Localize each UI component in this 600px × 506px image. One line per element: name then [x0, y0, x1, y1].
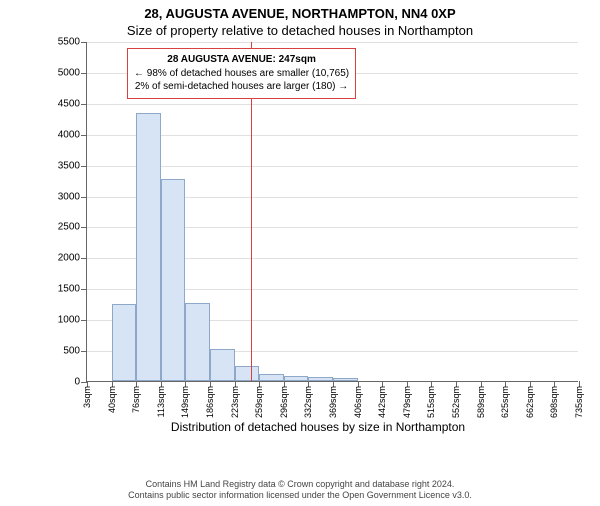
info-title: 28 AUGUSTA AVENUE: 247sqm — [134, 53, 349, 67]
gridline — [87, 42, 578, 43]
histogram-bar — [284, 376, 308, 381]
histogram-bar — [210, 349, 235, 381]
page-title: 28, AUGUSTA AVENUE, NORTHAMPTON, NN4 0XP — [0, 6, 600, 21]
x-tick-label: 552sqm — [451, 386, 461, 418]
y-tick-label: 3500 — [58, 160, 80, 171]
x-axis-label: Distribution of detached houses by size … — [58, 420, 578, 434]
x-tick-label: 223sqm — [230, 386, 240, 418]
histogram-bar — [235, 366, 259, 381]
y-tick — [81, 73, 87, 74]
y-tick — [81, 197, 87, 198]
info-smaller: ← 98% of detached houses are smaller (10… — [134, 67, 349, 81]
y-tick-label: 4500 — [58, 98, 80, 109]
gridline — [87, 104, 578, 105]
chart-container: Number of detached properties 0500100015… — [58, 42, 578, 412]
x-tick-label: 479sqm — [402, 386, 412, 418]
x-tick-label: 698sqm — [549, 386, 559, 418]
y-tick — [81, 289, 87, 290]
plot-area: 0500100015002000250030003500400045005000… — [86, 42, 578, 382]
footer-attribution: Contains HM Land Registry data © Crown c… — [0, 479, 600, 502]
x-tick-label: 76sqm — [131, 386, 141, 413]
x-tick-label: 625sqm — [500, 386, 510, 418]
x-tick-label: 296sqm — [279, 386, 289, 418]
y-tick-label: 3000 — [58, 191, 80, 202]
y-tick-label: 4000 — [58, 129, 80, 140]
info-callout: 28 AUGUSTA AVENUE: 247sqm ← 98% of detac… — [127, 48, 356, 99]
x-tick-label: 662sqm — [525, 386, 535, 418]
x-tick-label: 259sqm — [254, 386, 264, 418]
y-tick — [81, 258, 87, 259]
y-tick-label: 0 — [74, 377, 80, 388]
histogram-bar — [136, 113, 161, 381]
y-tick — [81, 351, 87, 352]
y-tick-label: 500 — [63, 346, 80, 357]
histogram-bar — [112, 304, 136, 381]
histogram-bar — [161, 179, 185, 381]
y-tick-label: 2000 — [58, 253, 80, 264]
x-tick-label: 515sqm — [426, 386, 436, 418]
x-tick-label: 186sqm — [205, 386, 215, 418]
y-tick — [81, 42, 87, 43]
x-tick-label: 40sqm — [107, 386, 117, 413]
info-larger: 2% of semi-detached houses are larger (1… — [134, 80, 349, 94]
histogram-bar — [185, 303, 210, 381]
x-tick-label: 406sqm — [353, 386, 363, 418]
y-tick-label: 5500 — [58, 37, 80, 48]
x-tick-label: 442sqm — [377, 386, 387, 418]
x-tick-label: 589sqm — [476, 386, 486, 418]
y-tick-label: 1000 — [58, 315, 80, 326]
histogram-bar — [333, 378, 358, 381]
y-tick — [81, 166, 87, 167]
footer-line2: Contains public sector information licen… — [0, 490, 600, 502]
y-tick — [81, 320, 87, 321]
y-tick-label: 1500 — [58, 284, 80, 295]
x-tick-label: 332sqm — [303, 386, 313, 418]
x-tick-label: 735sqm — [574, 386, 584, 418]
y-tick-label: 2500 — [58, 222, 80, 233]
x-tick-label: 3sqm — [82, 386, 92, 408]
x-tick-label: 149sqm — [180, 386, 190, 418]
y-tick — [81, 135, 87, 136]
histogram-bar — [259, 374, 284, 381]
histogram-bar — [308, 377, 333, 381]
y-tick — [81, 104, 87, 105]
footer-line1: Contains HM Land Registry data © Crown c… — [0, 479, 600, 491]
x-tick-label: 369sqm — [328, 386, 338, 418]
y-tick-label: 5000 — [58, 67, 80, 78]
x-tick-label: 113sqm — [156, 386, 166, 417]
y-tick — [81, 227, 87, 228]
page-subtitle: Size of property relative to detached ho… — [0, 23, 600, 38]
